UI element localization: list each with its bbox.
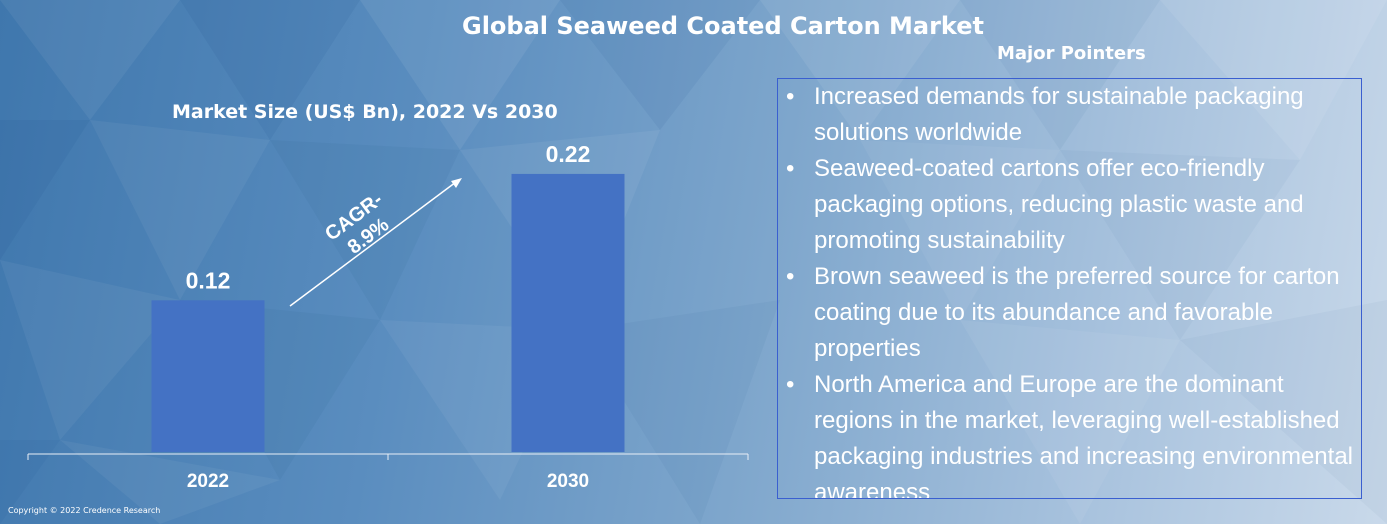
pointer-text: Seaweed-coated cartons offer eco-friendl… — [814, 155, 1304, 254]
pointers-heading: Major Pointers — [997, 43, 1146, 64]
pointer-item: • Seaweed-coated cartons offer eco-friend… — [786, 151, 1361, 259]
pointer-text: Increased demands for sustainable packag… — [814, 83, 1304, 146]
bullet-icon: • — [786, 263, 795, 290]
data-label-2030: 0.22 — [546, 141, 591, 167]
pointer-text: North America and Europe are the dominan… — [814, 371, 1353, 499]
pointer-item: • Increased demands for sustainable packa… — [786, 79, 1361, 151]
cagr-arrowhead — [451, 178, 462, 188]
bullet-icon: • — [786, 371, 795, 398]
chart-title: Market Size (US$ Bn), 2022 Vs 2030 — [172, 101, 558, 123]
page-title: Global Seaweed Coated Carton Market — [462, 12, 984, 40]
pointer-item: • North America and Europe are the domina… — [786, 367, 1361, 499]
x-tick-label-2030: 2030 — [547, 471, 589, 492]
bullet-icon: • — [786, 83, 795, 110]
bar-2030 — [511, 173, 625, 453]
pointer-text: Brown seaweed is the preferred source fo… — [814, 263, 1340, 362]
bar-2022 — [151, 300, 265, 452]
copyright-notice: Copyright © 2022 Credence Research — [8, 506, 161, 515]
bar-chart: 0.12 2022 0.22 2030 CAGR-8.9% — [27, 141, 749, 492]
pointers-list: • Increased demands for sustainable packa… — [778, 79, 1361, 499]
cagr-arrow — [289, 181, 457, 307]
x-tick-label-2022: 2022 — [187, 471, 229, 492]
bullet-icon: • — [786, 155, 795, 182]
pointer-item: • Brown seaweed is the preferred source f… — [786, 259, 1361, 367]
cagr-annotation: CAGR-8.9% — [321, 189, 401, 265]
data-label-2022: 0.12 — [186, 267, 231, 293]
pointers-box: • Increased demands for sustainable packa… — [777, 78, 1362, 499]
